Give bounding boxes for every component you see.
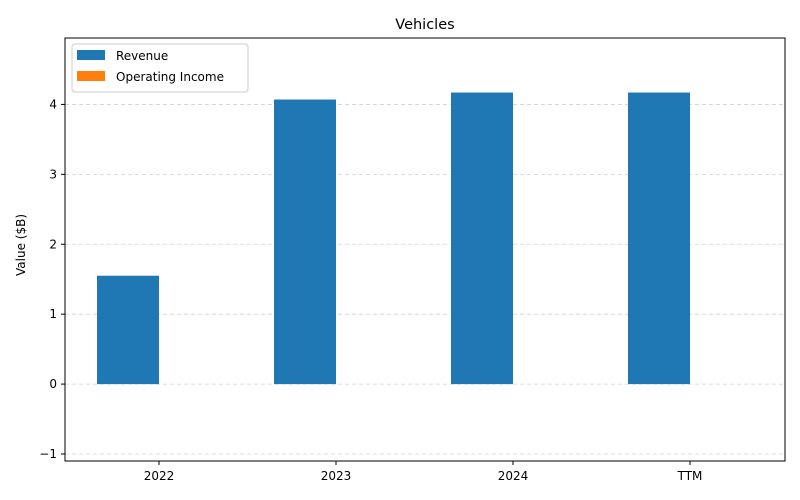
x-tick-label: 2022 <box>144 469 175 483</box>
y-tick-label: 0 <box>49 377 57 391</box>
y-tick-label: −1 <box>39 447 57 461</box>
y-tick-label: 3 <box>49 167 57 181</box>
bars <box>97 92 690 385</box>
y-axis-ticks: −1 0 1 2 3 4 <box>39 97 65 461</box>
x-tick-label: 2023 <box>321 469 352 483</box>
y-axis-label: Value ($B) <box>14 214 28 276</box>
grid-lines <box>65 104 785 455</box>
legend-swatch <box>77 50 105 60</box>
bar-revenue-2022 <box>97 275 159 385</box>
legend-swatch <box>77 71 105 81</box>
legend-label: Revenue <box>116 49 168 63</box>
y-tick-label: 2 <box>49 237 57 251</box>
legend-label: Operating Income <box>116 70 224 84</box>
x-tick-label: 2024 <box>498 469 529 483</box>
chart-title: Vehicles <box>395 17 454 33</box>
legend-box <box>71 43 249 93</box>
y-tick-label: 4 <box>49 97 57 111</box>
bar-revenue-2024 <box>451 92 513 385</box>
x-axis-ticks: 2022 2023 2024 TTM <box>144 461 703 483</box>
bar-revenue-ttm <box>628 92 690 385</box>
legend: Revenue Operating Income <box>71 43 249 93</box>
plot-frame <box>64 37 786 462</box>
bar-revenue-2023 <box>274 99 336 385</box>
y-tick-label: 1 <box>49 307 57 321</box>
x-tick-label: TTM <box>677 469 703 483</box>
